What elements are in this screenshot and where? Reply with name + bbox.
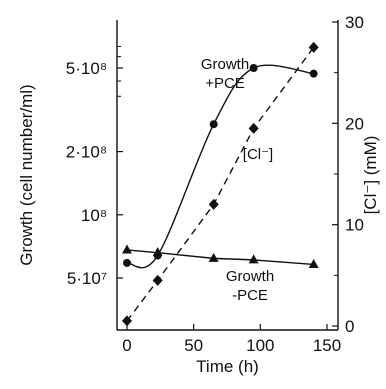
series-annotation: Growth [226,268,274,285]
series-0 [123,64,318,269]
x-tick-label: 0 [122,336,131,355]
data-point-diamond [152,274,163,286]
left-tick-label: 10⁸ [81,206,107,225]
right-tick-label: 30 [345,13,364,32]
data-point-circle [309,69,318,78]
right-tick-label: 10 [345,216,364,235]
left-axis-title: Growth (cell number/ml) [17,84,36,265]
data-point-triangle [208,252,219,262]
right-tick-label: 20 [345,114,364,133]
x-tick-label: 150 [313,336,341,355]
series-annotation: [Cl⁻] [243,146,273,163]
x-tick-label: 50 [184,336,203,355]
series-annotation: +PCE [205,75,245,92]
series-line [126,64,314,269]
data-point-triangle [308,258,319,268]
series-2 [122,244,319,268]
right-axis-title: [Cl⁻] (mM) [361,136,380,215]
right-tick-label: 0 [345,317,354,336]
data-point-circle [249,64,258,72]
data-point-diamond [122,315,132,327]
data-point-diamond [208,198,219,210]
series-annotation: -PCE [232,287,268,304]
x-tick-label: 100 [246,336,274,355]
data-point-circle [123,258,131,267]
data-point-triangle [152,247,163,257]
data-point-triangle [248,254,259,264]
series-annotation: Growth [201,56,249,73]
x-axis-title: Time (h) [196,357,259,376]
series-layer: Growth +PCE [Cl⁻] Growth -PCE [122,41,319,327]
left-tick-label: 5·10⁸ [66,59,107,78]
series-1 [122,41,319,327]
left-tick-label: 2·10⁸ [66,143,107,162]
data-point-diamond [308,41,319,53]
left-tick-label: 5·10⁷ [67,269,107,288]
data-point-circle [209,120,218,129]
data-point-diamond [248,122,259,134]
data-point-triangle [122,244,132,254]
axis-labels: Time (h) Growth (cell number/ml) [Cl⁻] (mM… [17,84,380,376]
